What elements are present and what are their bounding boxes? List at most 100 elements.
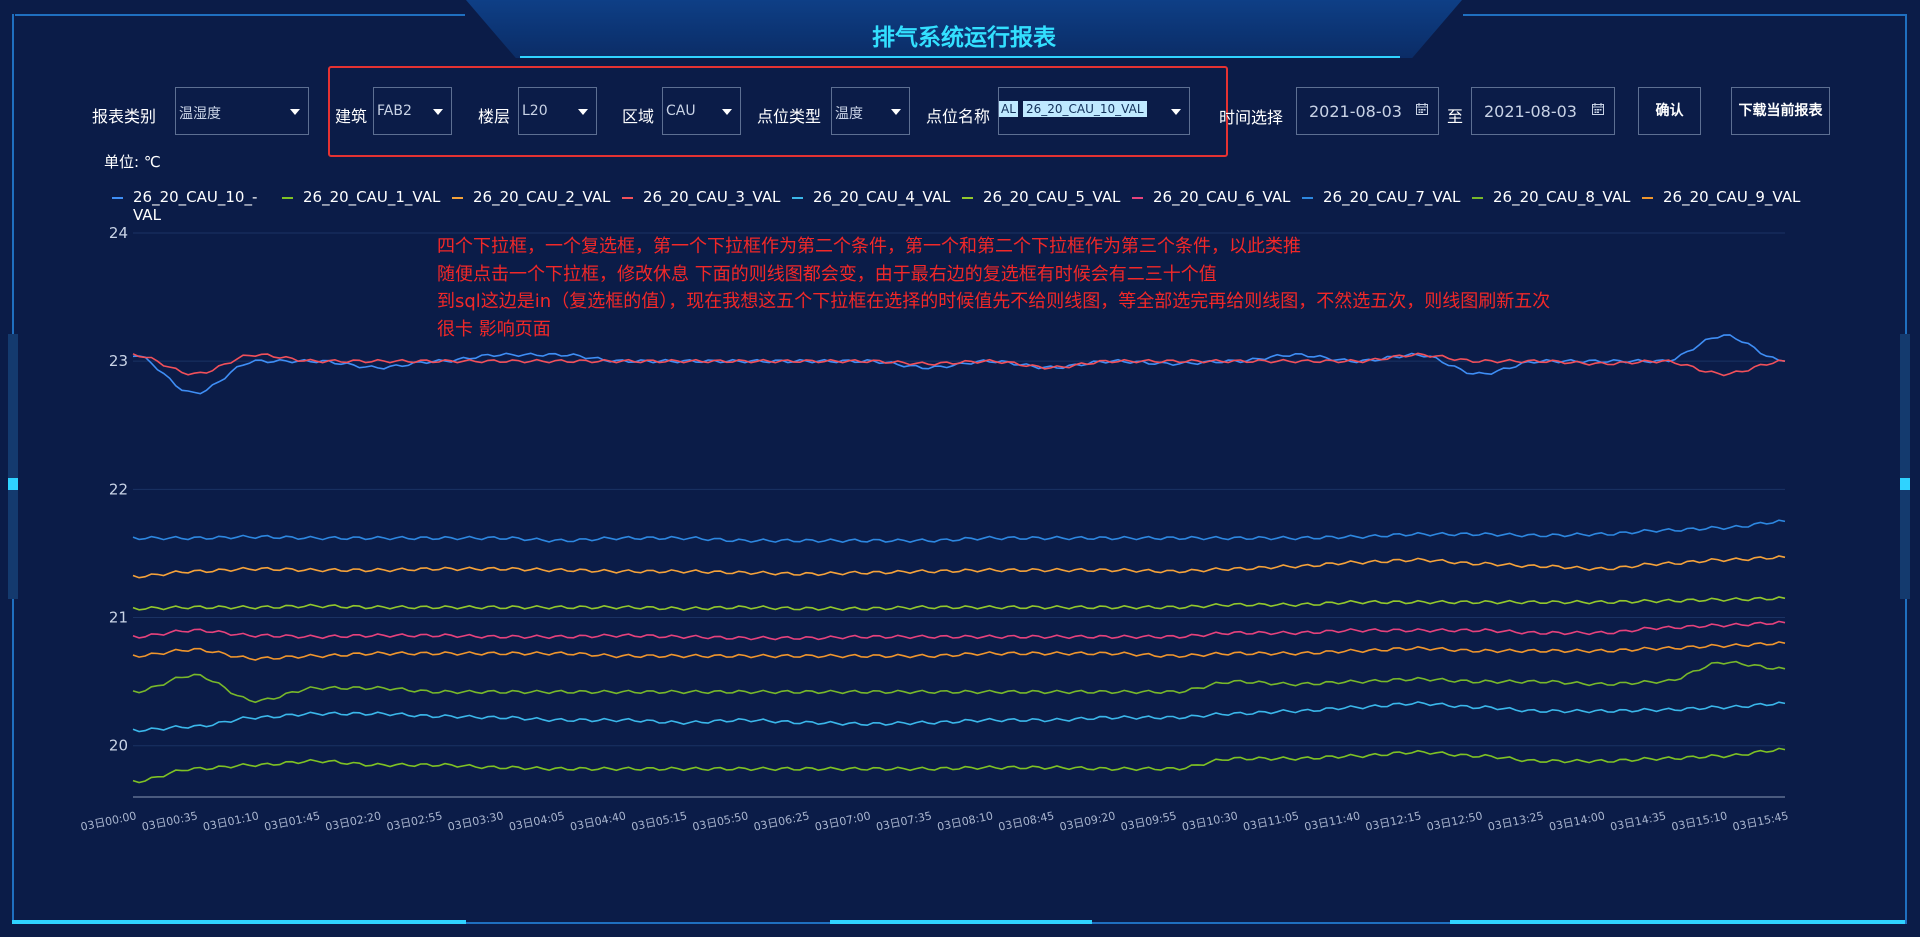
series-line (132, 620, 1786, 641)
legend-swatch (1302, 197, 1313, 199)
title-banner (466, 0, 1462, 58)
legend-swatch (792, 197, 803, 199)
report-type-select[interactable]: 温湿度 (175, 87, 309, 135)
calendar-icon (1592, 103, 1604, 115)
x-tick-label: 03日01:10 (202, 809, 260, 834)
floor-select[interactable]: L20 (518, 87, 597, 135)
building-label: 建筑 (335, 107, 368, 126)
left-side-bar (8, 334, 18, 599)
frame-accent-bl (12, 920, 466, 924)
legend-swatch (1472, 197, 1483, 199)
x-tick-label: 03日03:30 (447, 809, 505, 834)
area-select[interactable]: CAU (662, 87, 741, 135)
frame-accent-bc (830, 920, 1092, 924)
end-date-input[interactable]: 2021-08-03 (1471, 87, 1615, 135)
floor-label: 楼层 (478, 107, 511, 126)
x-tick-label: 03日13:25 (1487, 809, 1545, 834)
x-tick-label: 03日04:05 (508, 809, 566, 834)
floor-value: L20 (522, 103, 548, 119)
x-tick-label: 03日09:55 (1120, 809, 1178, 834)
time-label: 时间选择 (1219, 108, 1284, 127)
point-name-multiselect[interactable]: AL 26_20_CAU_10_VAL (998, 87, 1190, 135)
legend-label: 26_20_CAU_6_VAL (1153, 188, 1291, 206)
legend-label: 26_20_CAU_1_VAL (303, 188, 441, 206)
annotation-line: 很卡 影响页面 (437, 318, 551, 340)
x-tick-label: 03日06:25 (752, 809, 810, 834)
x-tick-label: 03日02:20 (324, 809, 382, 834)
series-line (132, 555, 1786, 579)
left-side-marker (8, 478, 18, 490)
annotation-text: 四个下拉框，一个复选框，第一个下拉框作为第二个条件，第一个和第二个下拉框作为第三… (437, 233, 1550, 343)
highlight-box (328, 66, 1228, 157)
right-side-marker (1900, 478, 1910, 490)
series-line (132, 519, 1786, 544)
x-tick-label: 03日00:35 (141, 809, 199, 834)
x-tick-label: 03日00:00 (79, 809, 137, 834)
frame-top-left (15, 14, 465, 16)
y-tick-label: 24 (109, 224, 128, 242)
start-date-input[interactable]: 2021-08-03 (1296, 87, 1439, 135)
page-title: 排气系统运行报表 (872, 25, 1056, 51)
series-line (132, 701, 1786, 733)
x-tick-label: 03日09:20 (1058, 809, 1116, 834)
series-line (132, 596, 1786, 611)
x-tick-label: 03日05:50 (691, 809, 749, 834)
frame-accent-br (1450, 920, 1905, 924)
end-date-value: 2021-08-03 (1484, 102, 1577, 121)
y-tick-label: 23 (109, 352, 128, 370)
series-line (132, 641, 1786, 661)
legend-label: 26_20_CAU_9_VAL (1663, 188, 1801, 206)
area-value: CAU (666, 103, 696, 119)
legend-label: 26_20_CAU_8_VAL (1493, 188, 1631, 206)
legend-label: 26_20_CAU_4_VAL (813, 188, 951, 206)
report-type-label: 报表类别 (92, 107, 157, 126)
annotation-line: 四个下拉框，一个复选框，第一个下拉框作为第二个条件，第一个和第二个下拉框作为第三… (437, 236, 1301, 257)
point-name-label: 点位名称 (926, 107, 991, 126)
confirm-button[interactable]: 确认 (1638, 87, 1701, 135)
legend-swatch (282, 197, 293, 199)
chevron-down-icon (891, 109, 901, 115)
x-tick-label: 03日05:15 (630, 809, 688, 834)
legend-swatch (622, 197, 633, 199)
x-tick-label: 03日15:45 (1731, 809, 1789, 834)
point-type-label: 点位类型 (757, 107, 822, 126)
x-tick-label: 03日01:45 (263, 809, 321, 834)
x-tick-label: 03日02:55 (385, 809, 443, 834)
frame-top-right (1463, 14, 1905, 16)
legend-label: 26_20_CAU_7_VAL (1323, 188, 1461, 206)
legend-label: 26_20_CAU_3_VAL (643, 188, 781, 206)
report-type-value: 温湿度 (179, 106, 221, 122)
series-line (132, 747, 1786, 784)
x-tick-label: 03日11:05 (1242, 809, 1300, 834)
x-tick-label: 03日15:10 (1670, 809, 1728, 834)
x-tick-label: 03日04:40 (569, 809, 627, 834)
legend-swatch (1132, 197, 1143, 199)
point-type-select[interactable]: 温度 (831, 87, 910, 135)
selected-tag[interactable]: 26_20_CAU_10_VAL (1023, 101, 1147, 117)
legend-swatch (452, 197, 463, 199)
title-underline (520, 56, 1400, 58)
building-value: FAB2 (377, 103, 412, 119)
y-tick-label: 22 (109, 480, 128, 498)
x-tick-label: 03日10:30 (1181, 809, 1239, 834)
x-tick-label: 03日07:35 (875, 809, 933, 834)
annotation-line: 到sql这边是in（复选框的值），现在我想这五个下拉框在选择的时候值先不给则线图… (437, 291, 1551, 312)
chevron-down-icon (290, 109, 300, 115)
download-report-button[interactable]: 下载当前报表 (1731, 87, 1830, 135)
start-date-value: 2021-08-03 (1309, 102, 1402, 121)
x-tick-label: 03日14:00 (1548, 809, 1606, 834)
legend-label: 26_20_CAU_10_-VAL (133, 188, 258, 224)
x-tick-label: 03日14:35 (1609, 809, 1667, 834)
legend-swatch (962, 197, 973, 199)
selected-tag-prefix: AL (999, 101, 1018, 117)
y-tick-label: 21 (109, 609, 128, 627)
x-tick-label: 03日12:50 (1426, 809, 1484, 834)
series-line (132, 352, 1786, 377)
point-type-value: 温度 (835, 106, 863, 122)
x-tick-label: 03日11:40 (1303, 809, 1361, 834)
building-select[interactable]: FAB2 (373, 87, 452, 135)
calendar-icon (1416, 103, 1428, 115)
legend-label: 26_20_CAU_2_VAL (473, 188, 611, 206)
date-separator: 至 (1447, 107, 1464, 126)
